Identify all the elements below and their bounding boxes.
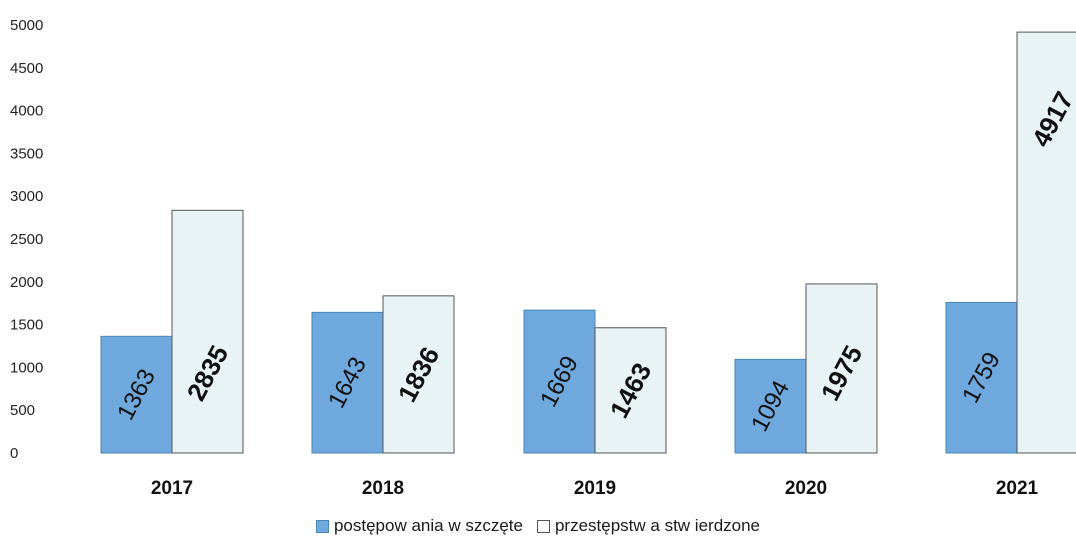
legend-swatch-series-1 [536,519,550,533]
y-tick-label: 1500 [10,317,43,334]
y-tick-label: 3000 [10,188,43,205]
bar-series-1-2021 [1016,31,1076,454]
bar-series-0-2019 [523,309,596,454]
y-tick-label: 3500 [10,145,43,162]
y-axis-ticks: 0 500 1000 1500 2000 2500 3000 3500 4000 4500 5000 [10,17,43,462]
bar-chart: 0 500 1000 1500 2000 2500 3000 3500 4000 4500 5000… [10,17,1076,499]
legend: postępow ania w szczęte przestępstw a st… [0,516,1076,536]
legend-item-series-1: przestępstw a stw ierdzone [536,516,761,536]
x-axis-ticks: 2017 2018 2019 2020 2021 [151,478,1039,499]
x-tick-label-2021: 2021 [996,478,1039,499]
bar-series-0-2018 [311,311,384,454]
legend-item-series-0: postępow ania w szczęte [315,516,523,536]
x-tick-label-2020: 2020 [785,478,827,499]
bar-series-0-2020 [734,358,807,454]
y-tick-label: 2500 [10,231,43,248]
y-tick-label: 0 [10,445,18,462]
bar-series-0-2017 [100,335,173,454]
y-tick-label: 1000 [10,359,43,376]
legend-label-series-1: przestępstw a stw ierdzone [554,516,761,535]
y-tick-label: 4000 [10,103,43,120]
x-tick-label-2018: 2018 [362,478,404,499]
legend-swatch-series-0 [315,519,329,533]
bar-series-0-2021 [945,301,1018,454]
y-tick-label: 500 [10,402,35,419]
bar-series-1-2017 [171,209,244,454]
bar-series-1-2019 [594,327,667,454]
bar-series-1-2020 [805,283,878,454]
bar-series-1-2018 [382,295,455,454]
bars [100,31,1076,454]
x-tick-label-2017: 2017 [151,478,193,499]
y-tick-label: 4500 [10,60,43,77]
y-tick-label: 2000 [10,274,43,291]
x-tick-label-2019: 2019 [574,478,616,499]
legend-label-series-0: postępow ania w szczęte [333,516,523,535]
y-tick-label: 5000 [10,17,43,34]
